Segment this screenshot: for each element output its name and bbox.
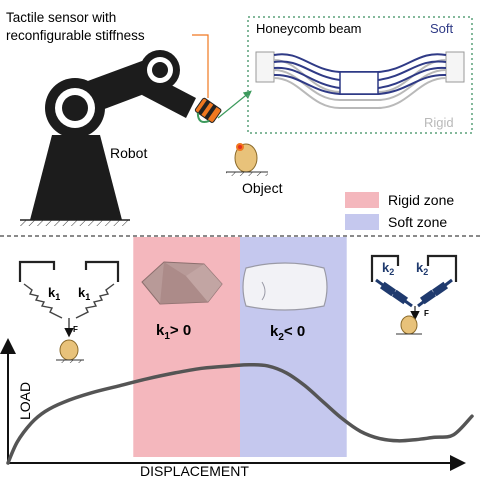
left-force-label: F bbox=[73, 325, 78, 334]
beam-detail-box bbox=[247, 16, 473, 134]
x-axis-label: DISPLACEMENT bbox=[140, 463, 249, 479]
beam-title: Honeycomb beam bbox=[256, 21, 362, 36]
left-spring-k1-a: k1 bbox=[48, 285, 60, 302]
legend-soft-label: Soft zone bbox=[388, 214, 447, 230]
legend-rigid-label: Rigid zone bbox=[388, 192, 454, 208]
object-label: Object bbox=[242, 180, 283, 196]
rock-icon bbox=[141, 261, 223, 305]
robot-arm bbox=[20, 50, 222, 226]
soft-label: Soft bbox=[430, 21, 454, 36]
sensor-label-line1: Tactile sensor with bbox=[6, 10, 116, 25]
right-force-label: F bbox=[424, 309, 429, 318]
legend-swatch-rigid bbox=[345, 192, 379, 208]
left-spring-k1-b: k1 bbox=[78, 285, 90, 302]
right-spring-k2-a: k2 bbox=[382, 260, 394, 277]
honeycomb-beam bbox=[255, 51, 465, 109]
legend-swatch-soft bbox=[345, 214, 379, 230]
robot-label: Robot bbox=[110, 145, 147, 161]
rigid-label: Rigid bbox=[424, 115, 454, 130]
sensor-label-line2: reconfigurable stiffness bbox=[6, 28, 145, 43]
right-spring-mechanism bbox=[370, 254, 458, 335]
load-displacement-curve bbox=[6, 362, 474, 465]
zoom-arrow bbox=[217, 90, 252, 119]
rigid-stiffness-label: k1> 0 bbox=[156, 322, 191, 342]
y-axis-label: LOAD bbox=[17, 382, 33, 420]
sensor-pointer-line bbox=[192, 34, 209, 98]
right-spring-k2-b: k2 bbox=[416, 260, 428, 277]
soft-stiffness-label: k2< 0 bbox=[270, 323, 305, 343]
left-spring-mechanism bbox=[18, 260, 120, 363]
pillow-icon bbox=[242, 262, 328, 311]
egg-object-top bbox=[226, 143, 268, 176]
